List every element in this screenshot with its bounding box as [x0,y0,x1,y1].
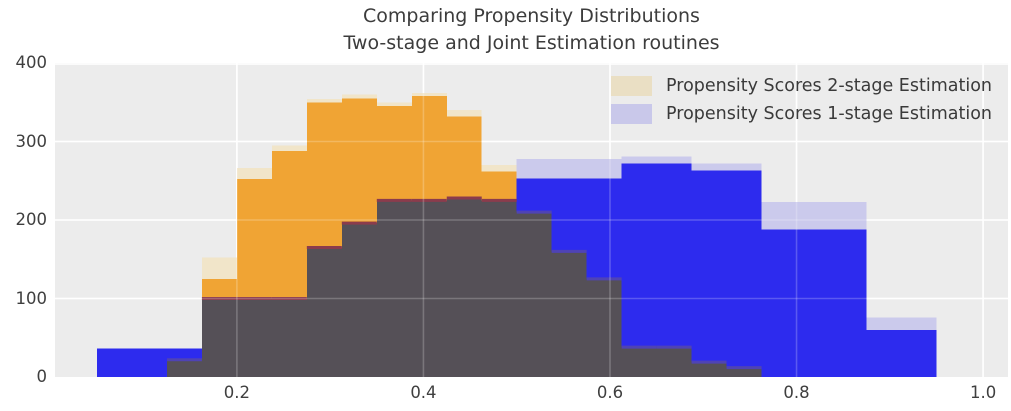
legend-item-1stage: Propensity Scores 1-stage Estimation [611,100,992,128]
legend-label-1stage: Propensity Scores 1-stage Estimation [666,104,992,124]
y-tick-label: 200 [15,210,48,229]
y-tick-label: 100 [15,288,48,308]
plot-area: Propensity Scores 2-stage Estimation Pro… [55,63,1008,377]
y-tick-label: 300 [15,131,48,151]
histogram-overlap-region [97,198,972,377]
histogram-svg [55,63,1008,377]
y-tick-label: 0 [36,367,48,386]
legend: Propensity Scores 2-stage Estimation Pro… [611,72,992,128]
x-tick-label: 0.2 [223,383,250,402]
chart-title-line-2: Two-stage and Joint Estimation routines [343,32,720,54]
chart-title: Comparing Propensity Distributions Two-s… [55,3,1008,57]
x-tick-label: 0.4 [410,383,437,402]
chart-title-line-1: Comparing Propensity Distributions [363,5,700,27]
legend-swatch-2stage-icon [611,76,653,96]
legend-label-2stage: Propensity Scores 2-stage Estimation [666,76,992,96]
y-tick-label: 400 [15,53,48,72]
legend-item-2stage: Propensity Scores 2-stage Estimation [611,72,992,100]
x-tick-label: 0.8 [783,383,810,402]
x-tick-label: 1.0 [969,383,997,402]
x-tick-label: 0.6 [596,383,624,402]
legend-swatch-1stage-icon [611,104,653,124]
